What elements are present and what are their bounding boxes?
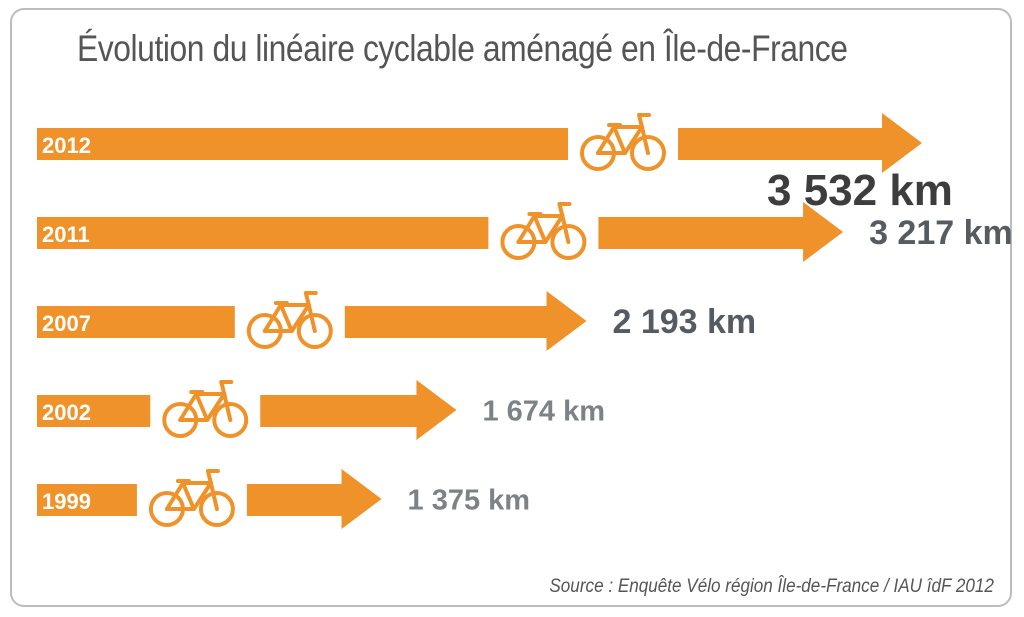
bar-arrow [344,291,587,351]
bicycle-icon [500,202,587,260]
bar-arrow [598,202,844,262]
bicycle-icon [580,113,666,171]
year-label: 2007 [42,311,91,336]
bar-segment [37,395,151,427]
bar-segment [37,128,568,160]
value-label: 2 193 km [612,303,756,341]
bicycle-icon [148,469,235,527]
bicycle-icon [246,291,333,349]
bar-segment [37,306,235,338]
bar-segment [37,484,137,516]
bar-segment [37,217,489,249]
bar-arrow [260,380,457,440]
bicycle-icon [162,380,249,438]
value-label: 3 217 km [869,214,1013,252]
year-label: 1999 [42,489,91,514]
year-label: 2002 [42,400,91,425]
year-label: 2011 [42,222,90,247]
bar-arrow [678,113,922,173]
source-note: Source : Enquête Vélo région Île-de-Fran… [549,576,994,597]
value-label: 1 674 km [482,395,605,427]
value-label: 3 532 km [767,166,953,215]
year-label: 2012 [42,133,91,158]
value-label: 1 375 km [408,484,531,516]
bar-arrow [246,469,382,529]
chart-title: Évolution du linéaire cyclable aménagé e… [77,28,848,69]
